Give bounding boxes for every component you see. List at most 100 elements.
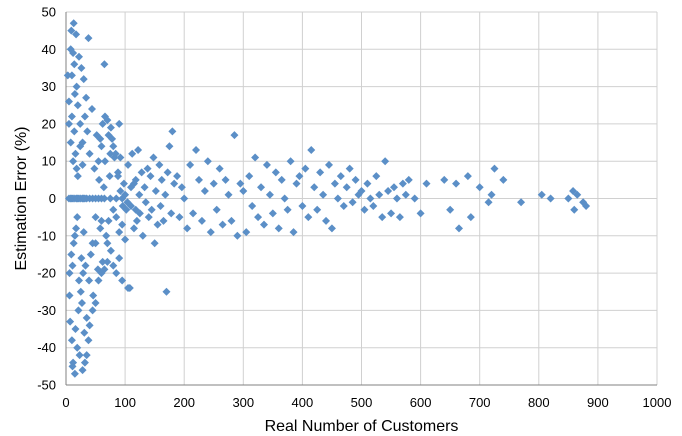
x-tick-label: 0: [62, 395, 69, 410]
data-point: [146, 172, 155, 181]
data-point: [452, 179, 461, 188]
data-point: [128, 149, 137, 158]
data-point: [156, 201, 165, 210]
data-point: [177, 183, 186, 192]
data-point: [82, 93, 91, 102]
y-tick-label: 10: [42, 154, 56, 169]
data-point: [404, 175, 413, 184]
data-point: [215, 164, 224, 173]
data-point: [165, 142, 174, 151]
x-axis-tick-labels: 0 100 200 300 400 500 600 700 800 900 1000: [62, 395, 671, 410]
data-point: [189, 209, 198, 218]
data-point: [116, 187, 125, 196]
data-point: [124, 284, 133, 293]
data-point: [103, 257, 112, 266]
data-point: [73, 101, 82, 110]
data-point: [79, 269, 88, 278]
data-point: [76, 287, 85, 296]
data-point: [295, 172, 304, 181]
data-point: [372, 172, 381, 181]
data-point: [203, 157, 212, 166]
data-point: [455, 224, 464, 233]
data-point: [192, 146, 201, 155]
y-tick-label: -50: [37, 378, 56, 393]
data-point: [99, 183, 108, 192]
data-point: [79, 228, 88, 237]
data-point: [70, 127, 79, 136]
data-point: [85, 321, 94, 330]
data-point: [324, 160, 333, 169]
data-point: [416, 209, 425, 218]
data-point: [307, 146, 316, 155]
data-point: [76, 119, 85, 128]
data-point: [68, 261, 77, 270]
data-point: [286, 157, 295, 166]
data-point: [168, 127, 177, 136]
data-point: [582, 201, 591, 210]
y-tick-label: 40: [42, 42, 56, 57]
data-point: [72, 30, 81, 39]
data-point: [100, 265, 109, 274]
data-point: [88, 306, 97, 315]
data-point: [573, 190, 582, 199]
data-point: [298, 201, 307, 210]
data-point: [123, 198, 132, 207]
data-point: [131, 205, 140, 214]
data-point: [251, 153, 260, 162]
data-point: [129, 224, 138, 233]
data-point: [313, 205, 322, 214]
data-point: [115, 119, 124, 128]
data-point: [262, 160, 271, 169]
data-point: [242, 228, 251, 237]
data-point: [74, 306, 83, 315]
data-point: [70, 369, 79, 378]
data-point: [64, 119, 73, 128]
data-point: [304, 213, 313, 222]
data-point: [342, 183, 351, 192]
data-point: [289, 228, 298, 237]
data-point: [224, 190, 233, 199]
data-point: [80, 194, 89, 203]
data-point: [221, 175, 230, 184]
data-point: [271, 168, 280, 177]
data-point: [151, 187, 160, 196]
data-point: [357, 187, 366, 196]
data-point: [119, 179, 128, 188]
data-point: [77, 298, 86, 307]
data-point: [233, 231, 242, 240]
data-point: [97, 142, 106, 151]
data-point: [100, 60, 109, 69]
x-tick-label: 900: [587, 395, 609, 410]
data-point: [378, 213, 387, 222]
data-point: [112, 269, 121, 278]
data-point: [118, 201, 127, 210]
data-point: [105, 172, 114, 181]
data-point: [339, 201, 348, 210]
data-point: [81, 261, 90, 270]
data-point: [69, 49, 78, 58]
x-tick-label: 200: [173, 395, 195, 410]
y-tick-label: -30: [37, 303, 56, 318]
data-point: [475, 183, 484, 192]
data-point: [112, 194, 121, 203]
data-point: [67, 336, 76, 345]
x-tick-label: 700: [469, 395, 491, 410]
data-point: [124, 160, 133, 169]
data-point: [369, 201, 378, 210]
data-point: [129, 179, 138, 188]
data-point: [115, 254, 124, 263]
data-point: [398, 179, 407, 188]
data-point: [86, 250, 95, 259]
data-point: [351, 175, 360, 184]
data-point: [79, 75, 88, 84]
data-point: [570, 205, 579, 214]
x-axis-title: Real Number of Customers: [265, 418, 459, 435]
y-tick-label: 50: [42, 5, 56, 20]
data-point: [73, 343, 82, 352]
data-point: [159, 216, 168, 225]
data-point: [69, 157, 78, 166]
data-point: [384, 187, 393, 196]
data-point: [85, 149, 94, 158]
data-point: [116, 153, 125, 162]
data-point: [200, 187, 209, 196]
